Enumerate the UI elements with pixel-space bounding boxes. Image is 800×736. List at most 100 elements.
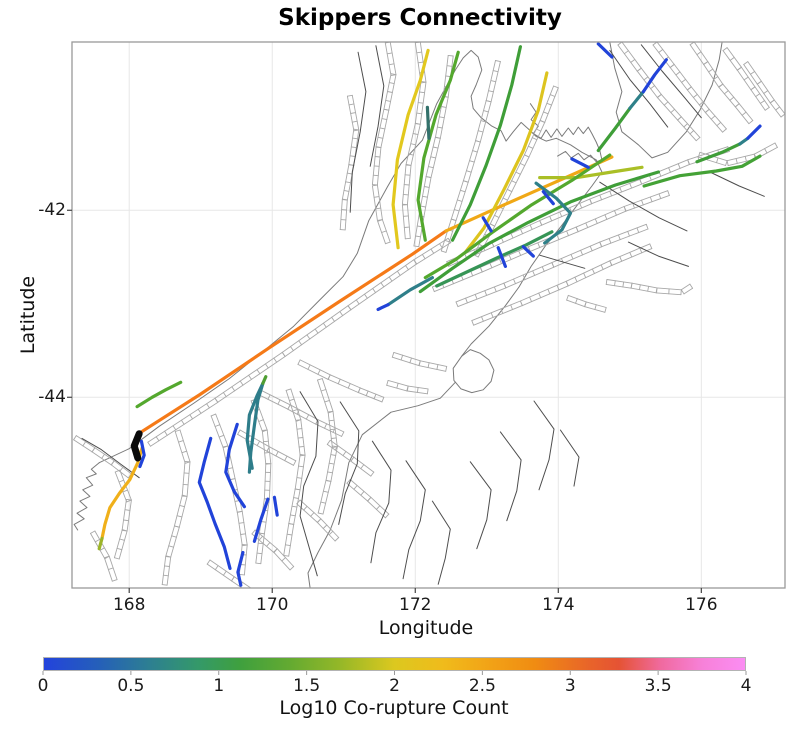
fault-trace-ladder <box>296 428 303 430</box>
fault-trace-ladder <box>763 90 769 94</box>
fault-trace-ladder <box>110 460 115 466</box>
fault-trace-ladder <box>387 91 393 93</box>
fault-trace-ladder <box>254 529 278 550</box>
fault-trace-ladder <box>436 126 443 129</box>
fault-trace-ladder <box>283 554 290 557</box>
fault-trace-ladder <box>118 530 128 560</box>
fault-trace-ladder <box>118 479 125 483</box>
fault-trace-ladder <box>236 510 243 513</box>
fault-trace-ladder <box>627 230 630 237</box>
fault-trace-ladder <box>416 51 423 54</box>
fault-trace-ladder <box>417 102 424 104</box>
fault-trace-ladder <box>327 374 331 380</box>
fault-trace-ladder <box>617 44 638 72</box>
colorbar-tick-label: 0 <box>37 676 49 696</box>
fault-trace-ladder <box>288 398 295 402</box>
fault-trace-ladder <box>297 363 329 380</box>
fault-trace <box>370 440 392 564</box>
fault-trace-ladder <box>513 278 516 285</box>
rupture-path-awatere-teal <box>738 136 750 146</box>
fault-trace-ladder <box>293 460 297 466</box>
fault-trace-ladder <box>629 251 633 258</box>
fault-trace-ladder <box>317 369 321 375</box>
fault-trace-ladder <box>119 538 125 541</box>
fault-trace <box>338 401 360 525</box>
fault-trace-ladder <box>741 111 747 116</box>
fault-trace-ladder <box>493 286 497 293</box>
fault-trace-ladder <box>703 61 709 65</box>
fault-trace-ladder <box>179 429 191 463</box>
fault-trace-ladder <box>416 112 423 115</box>
fault-trace-ladder <box>521 285 569 307</box>
fault-trace <box>299 391 319 577</box>
fault-trace-ladder <box>165 525 175 557</box>
fault-trace-ladder <box>214 424 221 427</box>
x-axis-label: Longitude <box>378 617 474 639</box>
fault-trace-ladder <box>430 156 437 159</box>
x-tick-label: 168 <box>112 595 146 615</box>
fault-trace-ladder <box>284 544 291 547</box>
fault-trace-ladder <box>126 499 132 532</box>
fault-trace-ladder <box>594 218 598 224</box>
fault-trace-ladder <box>339 311 344 317</box>
fault-trace-ladder <box>459 189 466 193</box>
fault-trace-ladder <box>427 362 430 369</box>
fault-trace-ladder <box>353 128 360 131</box>
fault-trace-ladder <box>505 266 555 289</box>
fault-trace-ladder <box>327 471 333 474</box>
fault-trace-ladder <box>687 159 690 166</box>
fault-trace-ladder <box>606 279 633 284</box>
fault-trace-ladder <box>346 172 353 175</box>
fault-trace-ladder <box>470 270 474 277</box>
fault-trace-ladder <box>469 160 475 163</box>
fault-trace-ladder <box>549 215 553 222</box>
fault-trace-ladder <box>575 206 625 228</box>
fault-trace-ladder <box>239 380 244 386</box>
fault-trace-ladder <box>601 228 649 248</box>
fault-trace-ladder <box>707 61 724 85</box>
fault-trace-ladder <box>609 260 613 266</box>
fault-trace-ladder <box>748 120 754 125</box>
fault-trace-ladder <box>474 293 478 300</box>
rupture-path-green-northtop <box>450 45 523 242</box>
fault-trace-ladder <box>380 282 385 288</box>
rupture-path-otago-blue-3 <box>252 497 270 543</box>
fault-trace-ladder <box>290 388 302 421</box>
fault-trace-ladder <box>166 556 172 586</box>
fault-trace-ladder <box>716 157 719 164</box>
fault-trace-ladder <box>103 555 110 559</box>
fault-trace-ladder <box>656 42 675 65</box>
fault-trace-ladder <box>379 127 386 130</box>
fault-trace-ladder <box>396 270 401 276</box>
fault-trace-ladder <box>495 60 501 63</box>
fault-trace-ladder <box>574 276 578 283</box>
fault-trace-ladder <box>775 106 781 111</box>
fault-trace-ladder <box>431 286 435 293</box>
fault-trace-ladder <box>299 454 306 456</box>
rupture-path-blue-seg-6 <box>596 42 614 59</box>
fault-trace-ladder <box>243 544 248 576</box>
fault-trace-ladder <box>690 86 710 110</box>
rupture-path-yellow-north <box>391 48 430 250</box>
fault-trace-ladder <box>360 490 365 496</box>
fault-trace-ladder <box>396 382 399 389</box>
fault-trace-ladder <box>680 116 701 138</box>
fault-trace-ladder <box>529 296 532 303</box>
rupture-path-yellowgreen-east <box>538 165 644 180</box>
fault-trace-ladder <box>331 316 335 322</box>
fault-trace-ladder <box>121 498 127 531</box>
fault-trace-ladder <box>553 246 603 268</box>
fault-trace-ladder <box>580 249 584 256</box>
fault-trace-ladder <box>485 100 492 103</box>
fault-trace-ladder <box>619 256 623 262</box>
fault-trace-ladder <box>346 479 351 484</box>
fault-trace-ladder <box>296 499 301 505</box>
fault-trace-ladder <box>419 91 426 94</box>
fault-trace-ladder <box>322 322 327 328</box>
fault-trace-ladder <box>718 83 724 88</box>
fault-trace-ladder <box>124 509 131 511</box>
rupture-path-teal-east <box>534 181 573 245</box>
rupture-path-green-southwest <box>135 380 183 409</box>
fault-trace-ladder <box>326 439 331 445</box>
rupture-path-blue-seg-5 <box>570 157 590 169</box>
